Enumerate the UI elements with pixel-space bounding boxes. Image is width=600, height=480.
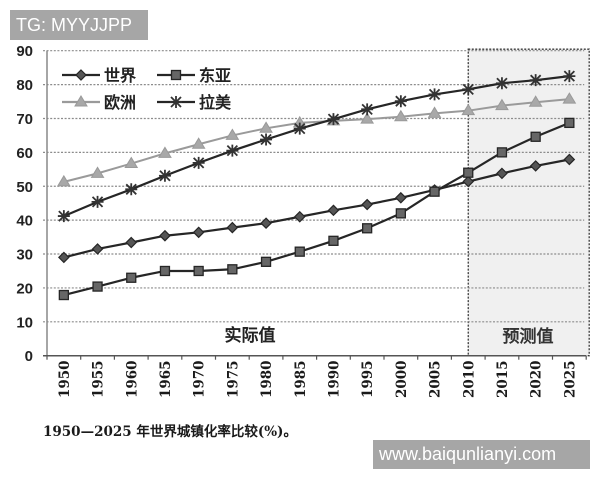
x-tick-label: 1950 bbox=[57, 360, 73, 398]
y-tick-label: 0 bbox=[25, 348, 33, 365]
x-tick-label: 2020 bbox=[529, 360, 545, 398]
chart-caption: 1950—2025 年世界城镇化率比较(%)。 bbox=[43, 424, 297, 440]
y-tick-label: 70 bbox=[16, 111, 33, 128]
y-tick-label: 90 bbox=[16, 43, 33, 60]
x-tick-label: 2010 bbox=[461, 360, 477, 398]
x-tick-label: 2005 bbox=[428, 360, 444, 398]
y-tick-label: 40 bbox=[16, 213, 33, 230]
series-东亚 bbox=[58, 117, 575, 301]
series-世界 bbox=[58, 153, 576, 264]
series-lines bbox=[56, 70, 577, 301]
y-tick-label: 30 bbox=[16, 247, 33, 264]
series-拉美 bbox=[57, 70, 576, 223]
legend-item: 欧洲 bbox=[62, 93, 136, 112]
forecast-label: 预测值 bbox=[503, 326, 554, 347]
x-tick-label: 1995 bbox=[360, 360, 376, 398]
legend-item: 东亚 bbox=[157, 66, 231, 85]
legend-label: 世界 bbox=[104, 66, 136, 85]
x-tick-label: 1955 bbox=[91, 360, 107, 398]
x-tick-label: 1980 bbox=[259, 360, 275, 398]
y-tick-label: 10 bbox=[16, 314, 33, 331]
x-tick-label: 2015 bbox=[495, 360, 511, 398]
x-tick-label: 1990 bbox=[326, 360, 342, 398]
y-tick-label: 50 bbox=[16, 179, 33, 196]
gridlines bbox=[43, 50, 585, 323]
y-tick-label: 60 bbox=[16, 145, 33, 162]
x-tick-label: 1970 bbox=[192, 360, 208, 398]
legend-item: 拉美 bbox=[157, 93, 232, 112]
series-欧洲 bbox=[56, 92, 577, 187]
x-tick-label: 2000 bbox=[394, 360, 410, 398]
y-tick-label: 80 bbox=[16, 77, 33, 94]
legend-label: 拉美 bbox=[199, 93, 232, 112]
watermark-top: TG: MYYJJPP bbox=[10, 10, 148, 40]
x-axis: 1950 1955 1960 1965 1970 1975 1980 1985 1990 1995… bbox=[43, 354, 587, 398]
actual-label: 实际值 bbox=[225, 325, 276, 346]
legend-item: 世界 bbox=[62, 66, 136, 85]
x-tick-label: 2025 bbox=[562, 360, 578, 398]
x-tick-label: 1975 bbox=[225, 360, 241, 398]
x-tick-label: 1960 bbox=[124, 360, 140, 398]
legend-label: 东亚 bbox=[199, 66, 231, 85]
y-tick-label: 20 bbox=[16, 280, 33, 297]
annotations: 实际值 预测值 bbox=[225, 325, 554, 347]
line-chart: 0 10 20 30 40 50 60 70 80 90 1950 1955 1960 1965 1970… bbox=[16, 43, 590, 398]
watermark-bottom: www.baiqunlianyi.com bbox=[373, 440, 590, 469]
x-tick-label: 1985 bbox=[293, 360, 309, 398]
y-axis: 0 10 20 30 40 50 60 70 80 90 bbox=[16, 43, 48, 365]
legend-label: 欧洲 bbox=[104, 93, 136, 112]
x-tick-label: 1965 bbox=[158, 360, 174, 398]
